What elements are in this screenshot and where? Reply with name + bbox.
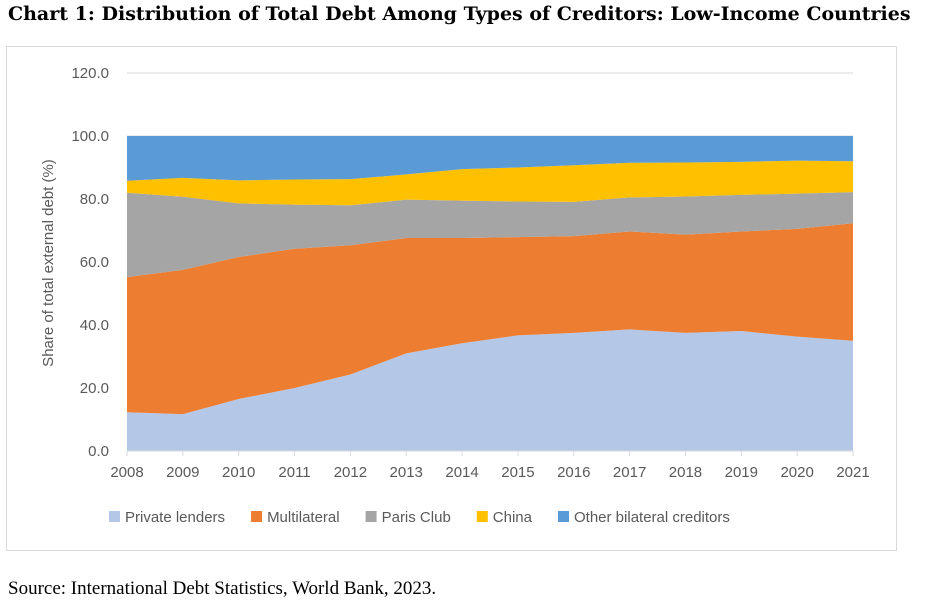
legend-item: Paris Club [365, 509, 451, 526]
area-private-lenders [127, 329, 853, 451]
area-series-group [127, 136, 853, 451]
chart-title: Chart 1: Distribution of Total Debt Amon… [8, 3, 911, 25]
y-tick-label: 120.0 [71, 65, 109, 82]
y-tick-label: 80.0 [80, 191, 109, 208]
y-axis-label: Share of total external debt (%) [40, 159, 57, 367]
y-tick-label: 100.0 [71, 128, 109, 145]
area-china [127, 160, 853, 206]
x-tick-label: 2013 [390, 464, 423, 481]
legend-swatch [251, 511, 263, 522]
x-tick-label: 2008 [110, 464, 143, 481]
y-tick-label: 40.0 [80, 317, 109, 334]
x-tick-label: 2016 [557, 464, 590, 481]
axes: 0.0 20.0 40.0 60.0 80.0 100.0 120.0 2008 2009 201… [71, 65, 869, 481]
x-tick-label: 2011 [278, 464, 310, 481]
source-note: Source: International Debt Statistics, W… [8, 578, 437, 599]
legend-swatch [109, 511, 120, 522]
x-tick-label: 2021 [836, 464, 869, 481]
y-tick-label: 20.0 [80, 380, 109, 397]
area-multilateral [127, 223, 853, 415]
y-tick-label: 60.0 [80, 254, 109, 271]
legend-label: Private lenders [125, 509, 225, 526]
legend-swatch [365, 511, 377, 522]
area-other-bilateral-creditors [127, 136, 853, 181]
stacked-area-chart: 0.0 20.0 40.0 60.0 80.0 100.0 120.0 2008 2009 201… [40, 65, 870, 526]
x-tick-label: 2012 [334, 464, 367, 481]
y-tick-label: 0.0 [88, 443, 109, 460]
legend-item: Other bilateral creditors [558, 509, 730, 526]
chart-frame: 0.0 20.0 40.0 60.0 80.0 100.0 120.0 2008 2009 201… [6, 46, 897, 551]
x-tick-label: 2015 [501, 464, 534, 481]
legend-swatch [476, 511, 488, 522]
x-tick-label: 2017 [613, 464, 646, 481]
x-tick-label: 2018 [669, 464, 702, 481]
legend: Private lenders Multilateral Paris Club Chi… [109, 509, 730, 526]
x-tick-label: 2010 [222, 464, 255, 481]
x-tick-label: 2020 [780, 464, 813, 481]
legend-item: China [476, 509, 533, 526]
legend-item: Multilateral [251, 509, 340, 526]
legend-label: Other bilateral creditors [574, 509, 730, 526]
x-tick-label: 2019 [725, 464, 758, 481]
x-tick-label: 2014 [445, 464, 478, 481]
area-paris-club [127, 192, 853, 278]
legend-label: China [493, 509, 533, 526]
legend-label: Multilateral [267, 509, 340, 526]
legend-item: Private lenders [109, 509, 225, 526]
legend-label: Paris Club [382, 509, 451, 526]
x-tick-label: 2009 [166, 464, 199, 481]
legend-swatch [558, 511, 569, 522]
